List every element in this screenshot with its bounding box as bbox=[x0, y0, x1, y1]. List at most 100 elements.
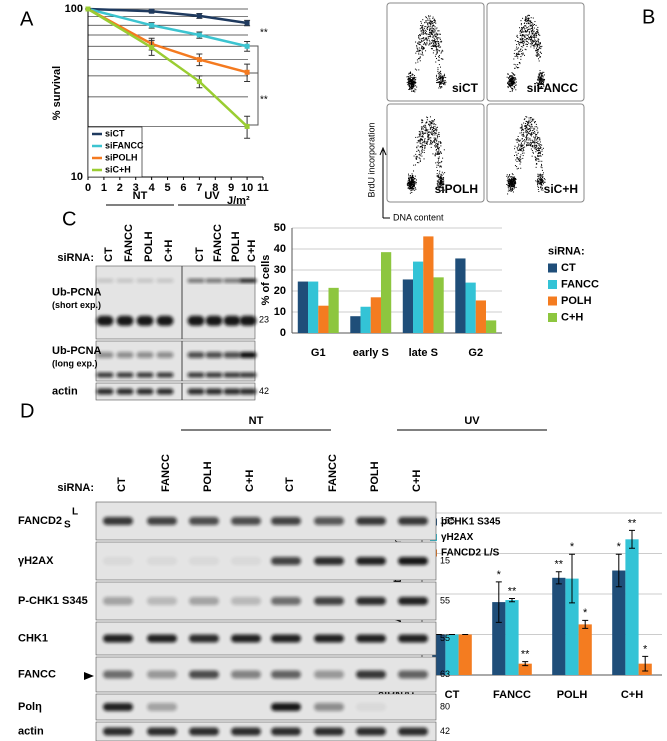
flow-dot bbox=[529, 131, 531, 133]
flow-dot bbox=[412, 82, 414, 84]
flow-dot bbox=[425, 129, 427, 131]
flow-dot bbox=[419, 28, 421, 30]
flow-dot bbox=[538, 60, 540, 62]
flow-dot bbox=[434, 142, 436, 144]
flow-dot bbox=[542, 76, 544, 78]
flow-dot bbox=[516, 154, 518, 156]
flow-dot bbox=[534, 43, 536, 45]
flow-dot bbox=[419, 160, 421, 162]
flow-dot bbox=[533, 129, 535, 131]
flow-dot bbox=[439, 141, 441, 143]
flow-dot bbox=[437, 59, 439, 61]
flow-dot bbox=[409, 88, 411, 90]
flow-dot bbox=[525, 30, 527, 32]
flow-dot bbox=[440, 76, 442, 78]
flow-dot bbox=[531, 27, 533, 29]
flow-dot bbox=[421, 145, 423, 147]
flow-dot bbox=[434, 55, 436, 57]
flow-dot bbox=[411, 75, 413, 77]
flow-dot bbox=[542, 73, 544, 75]
flow-dot bbox=[511, 87, 513, 89]
y-tick-label: 10 bbox=[274, 306, 286, 318]
flow-dot bbox=[530, 117, 532, 119]
flow-dot bbox=[508, 77, 510, 79]
panel-letter: D bbox=[20, 400, 34, 422]
legend-label: FANCD2 L/S bbox=[441, 548, 500, 559]
flow-dot bbox=[513, 180, 515, 182]
flow-dot bbox=[440, 152, 442, 154]
flow-dot bbox=[435, 132, 437, 134]
flow-dot bbox=[520, 142, 522, 144]
row-label: γH2AX bbox=[18, 555, 54, 567]
flow-dot bbox=[526, 44, 528, 46]
flow-dot bbox=[532, 36, 534, 38]
flow-dot bbox=[419, 134, 421, 136]
flow-dot bbox=[440, 86, 442, 88]
flow-dot bbox=[531, 28, 533, 30]
flow-dot bbox=[410, 82, 412, 84]
blot-band bbox=[356, 670, 386, 679]
mw-label: 42 bbox=[259, 386, 269, 396]
flow-dot bbox=[416, 162, 418, 164]
flow-dot bbox=[427, 133, 429, 135]
flow-dot bbox=[508, 77, 510, 79]
flow-dot bbox=[517, 52, 519, 54]
flow-dot bbox=[421, 45, 423, 47]
flow-dot bbox=[438, 50, 440, 52]
flow-dot bbox=[532, 141, 534, 143]
flow-dot bbox=[427, 36, 429, 38]
flow-dot bbox=[535, 43, 537, 45]
flow-dot bbox=[426, 27, 428, 29]
flow-dot bbox=[509, 75, 511, 77]
flow-dot bbox=[531, 125, 533, 127]
flow-dot bbox=[433, 43, 435, 45]
flow-dot bbox=[410, 181, 412, 183]
flow-dot bbox=[536, 55, 538, 57]
bar bbox=[565, 578, 579, 675]
flow-dot bbox=[537, 183, 539, 185]
bar bbox=[380, 252, 392, 333]
flow-dot bbox=[441, 76, 443, 78]
flow-dot bbox=[516, 55, 518, 57]
flow-dot bbox=[539, 34, 541, 36]
flow-dot bbox=[537, 153, 539, 155]
flow-dot bbox=[527, 144, 529, 146]
flow-dot bbox=[511, 84, 513, 86]
flow-dot bbox=[420, 136, 422, 138]
flow-dot bbox=[429, 116, 431, 118]
flow-dot bbox=[412, 83, 414, 85]
flow-dot bbox=[436, 74, 438, 76]
flow-dot bbox=[442, 50, 444, 52]
flow-dot bbox=[413, 78, 415, 80]
flow-dot bbox=[436, 176, 438, 178]
blot-band bbox=[398, 597, 428, 605]
flow-dot bbox=[422, 28, 424, 30]
flow-dot bbox=[410, 182, 412, 184]
flow-dot bbox=[526, 135, 528, 137]
flow-dot bbox=[435, 146, 437, 148]
flow-dot bbox=[513, 85, 515, 87]
flow-dot bbox=[533, 144, 535, 146]
flow-dot bbox=[411, 90, 413, 92]
flow-dot bbox=[412, 176, 414, 178]
flow-dot bbox=[526, 120, 528, 122]
flow-dot bbox=[513, 52, 515, 54]
flow-dot bbox=[431, 33, 433, 35]
flow-dot bbox=[519, 156, 521, 158]
flow-dot bbox=[511, 75, 513, 77]
bar bbox=[625, 539, 639, 675]
flow-dot bbox=[523, 135, 525, 137]
annotation: * bbox=[583, 607, 588, 619]
flow-dot bbox=[522, 39, 524, 41]
flow-dot bbox=[434, 145, 436, 147]
flow-dot bbox=[535, 134, 537, 136]
flow-dot bbox=[440, 166, 442, 168]
flow-dot bbox=[438, 78, 440, 80]
flow-dot bbox=[512, 180, 514, 182]
flow-dot bbox=[518, 27, 520, 29]
annotation: * bbox=[497, 569, 502, 581]
flow-dot bbox=[509, 185, 511, 187]
flow-dot bbox=[536, 28, 538, 30]
flow-dot bbox=[507, 180, 509, 182]
flow-dot bbox=[433, 31, 435, 33]
